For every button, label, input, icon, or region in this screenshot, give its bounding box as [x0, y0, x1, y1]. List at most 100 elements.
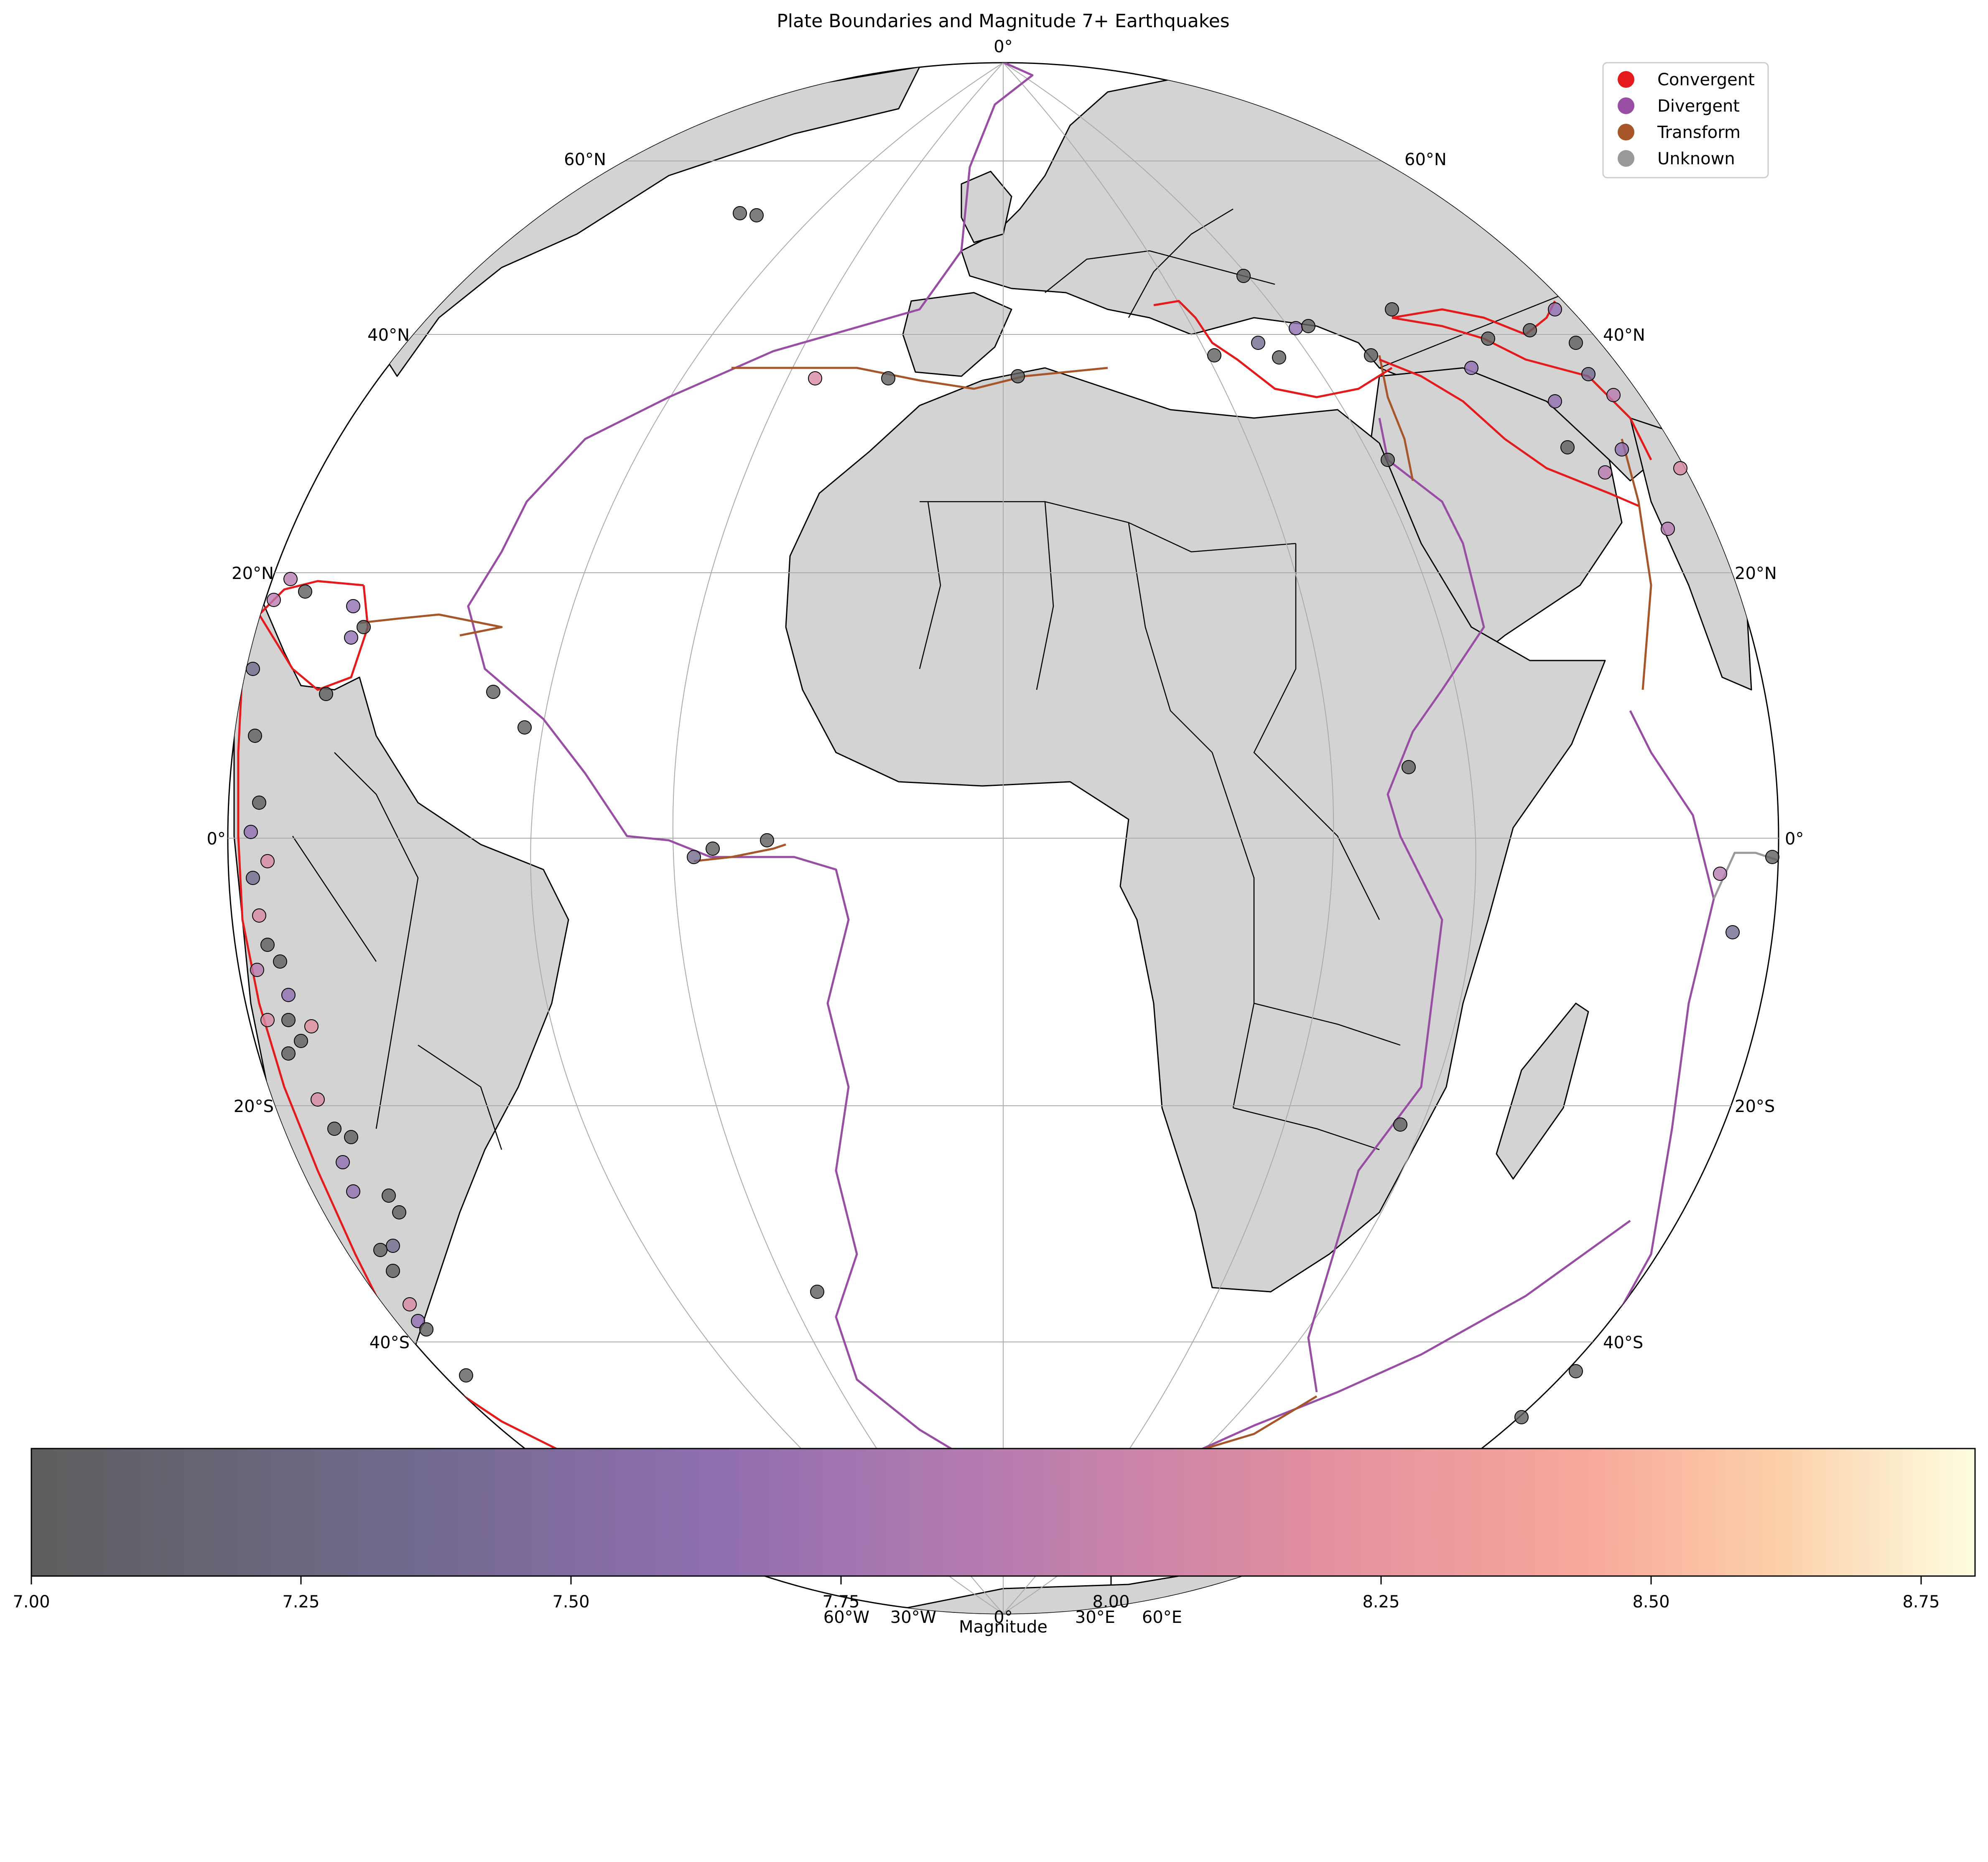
- quake-point: [1402, 760, 1416, 774]
- mediterranean-convergent: [1153, 300, 1393, 398]
- quake-point: [344, 1130, 358, 1144]
- quake-point: [294, 1034, 308, 1048]
- lon-label-bottom: 60°W: [823, 1608, 869, 1627]
- owen-transform: [1621, 439, 1652, 690]
- legend-label: Transform: [1657, 123, 1741, 142]
- quake-point: [319, 687, 333, 701]
- country-borders: [292, 208, 1568, 1150]
- quake-point: [1548, 394, 1562, 408]
- colorbar-tick-label: 8.25: [1362, 1592, 1399, 1612]
- lat-label-left: 40°N: [367, 326, 410, 345]
- lat-label-left: 20°S: [234, 1097, 274, 1116]
- lon-label-bottom: 0°: [994, 1608, 1012, 1627]
- quake-point: [760, 833, 774, 847]
- equatorial-transform: [693, 843, 786, 862]
- legend-marker: [1618, 71, 1634, 88]
- caribbean-convergent: [258, 585, 369, 691]
- colorbar-tick-label: 7.00: [13, 1592, 50, 1612]
- globe: [227, 62, 1779, 1615]
- quake-point: [1661, 522, 1675, 536]
- quake-point: [1514, 1410, 1529, 1424]
- quake-point: [252, 796, 266, 810]
- lon-top-label: 0°: [994, 37, 1012, 56]
- lat-label-right: 20°S: [1735, 1097, 1775, 1116]
- colorbar-gradient: [31, 1448, 1976, 1577]
- caucasus-convergent: [1392, 300, 1556, 336]
- quake-point: [517, 720, 532, 735]
- quake-point: [246, 871, 260, 885]
- quake-point: [1713, 867, 1727, 881]
- quake-point: [298, 584, 312, 599]
- lat-label-right: 60°N: [1404, 150, 1447, 169]
- lat-label-right: 0°: [1785, 829, 1804, 849]
- quake-point: [459, 1368, 473, 1382]
- quake-point: [386, 1264, 400, 1278]
- colorbar: 7.00 7.25 7.50 7.75 8.00 8.25 8.50 8.75 …: [13, 1448, 1976, 1637]
- quake-point: [311, 1092, 325, 1107]
- legend-label: Divergent: [1657, 97, 1740, 116]
- quake-point: [1765, 850, 1779, 864]
- quake-point: [283, 572, 298, 586]
- legend-marker: [1618, 124, 1634, 140]
- southwest-indian-ridge: [1307, 418, 1485, 1393]
- quake-point: [1393, 1117, 1407, 1132]
- quake-point: [260, 1013, 275, 1027]
- quake-point: [1606, 388, 1621, 402]
- lon-label-bottom: 30°E: [1075, 1608, 1115, 1627]
- legend-marker: [1618, 150, 1634, 167]
- quake-point: [392, 1205, 406, 1219]
- quake-point: [281, 1013, 296, 1027]
- quake-point: [281, 988, 296, 1002]
- madagascar-land: [1496, 1002, 1589, 1180]
- colorbar-tick-label: 7.75: [822, 1592, 859, 1612]
- quake-point: [1598, 465, 1612, 480]
- quake-point: [327, 1122, 342, 1136]
- quake-point: [1011, 369, 1025, 383]
- quake-point: [273, 954, 287, 969]
- quake-point: [252, 908, 266, 923]
- caribbean-transform: [359, 613, 503, 637]
- map-title: Plate Boundaries and Magnitude 7+ Earthq…: [777, 10, 1229, 32]
- legend-item-unknown: Unknown: [1618, 149, 1735, 168]
- africa-land: [785, 367, 1606, 1293]
- quake-point: [344, 630, 358, 645]
- quake-point: [304, 1019, 319, 1033]
- quake-point: [687, 850, 701, 864]
- legend-marker: [1618, 97, 1634, 114]
- quake-point: [1481, 332, 1495, 346]
- quake-point: [749, 208, 764, 222]
- quake-point: [382, 1189, 396, 1203]
- quake-point: [346, 599, 360, 613]
- lat-label-left: 0°: [207, 829, 226, 849]
- legend-box: [1602, 62, 1769, 179]
- legend-label: Unknown: [1657, 149, 1735, 168]
- quake-point: [1673, 461, 1687, 475]
- lat-label-right: 40°N: [1603, 326, 1645, 345]
- legend: Convergent Divergent Transform Unknown: [1602, 62, 1769, 179]
- quake-point: [706, 842, 720, 856]
- quake-point: [1581, 367, 1595, 381]
- quake-point: [1725, 925, 1740, 939]
- quake-point: [403, 1297, 417, 1311]
- quake-point: [346, 1184, 360, 1199]
- legend-item-divergent: Divergent: [1618, 97, 1740, 116]
- colorbar-tick-label: 8.75: [1902, 1592, 1940, 1612]
- quake-point: [1569, 336, 1583, 350]
- legend-item-convergent: Convergent: [1618, 70, 1755, 89]
- dead-sea-transform: [1378, 355, 1414, 481]
- quake-point: [386, 1239, 400, 1253]
- quake-point: [1548, 302, 1562, 316]
- quake-point: [267, 593, 281, 607]
- lat-label-right: 40°S: [1603, 1333, 1643, 1352]
- colorbar-ticks: [31, 1576, 1922, 1584]
- quake-point: [1385, 302, 1399, 316]
- quake-point: [1523, 323, 1537, 337]
- quake-point: [1251, 336, 1265, 350]
- quake-point: [1272, 350, 1286, 365]
- quake-point: [248, 729, 262, 743]
- azores-gibraltar-transform: [731, 367, 1108, 390]
- quake-point: [373, 1243, 387, 1257]
- quake-point: [486, 685, 500, 699]
- quake-point: [1301, 319, 1315, 333]
